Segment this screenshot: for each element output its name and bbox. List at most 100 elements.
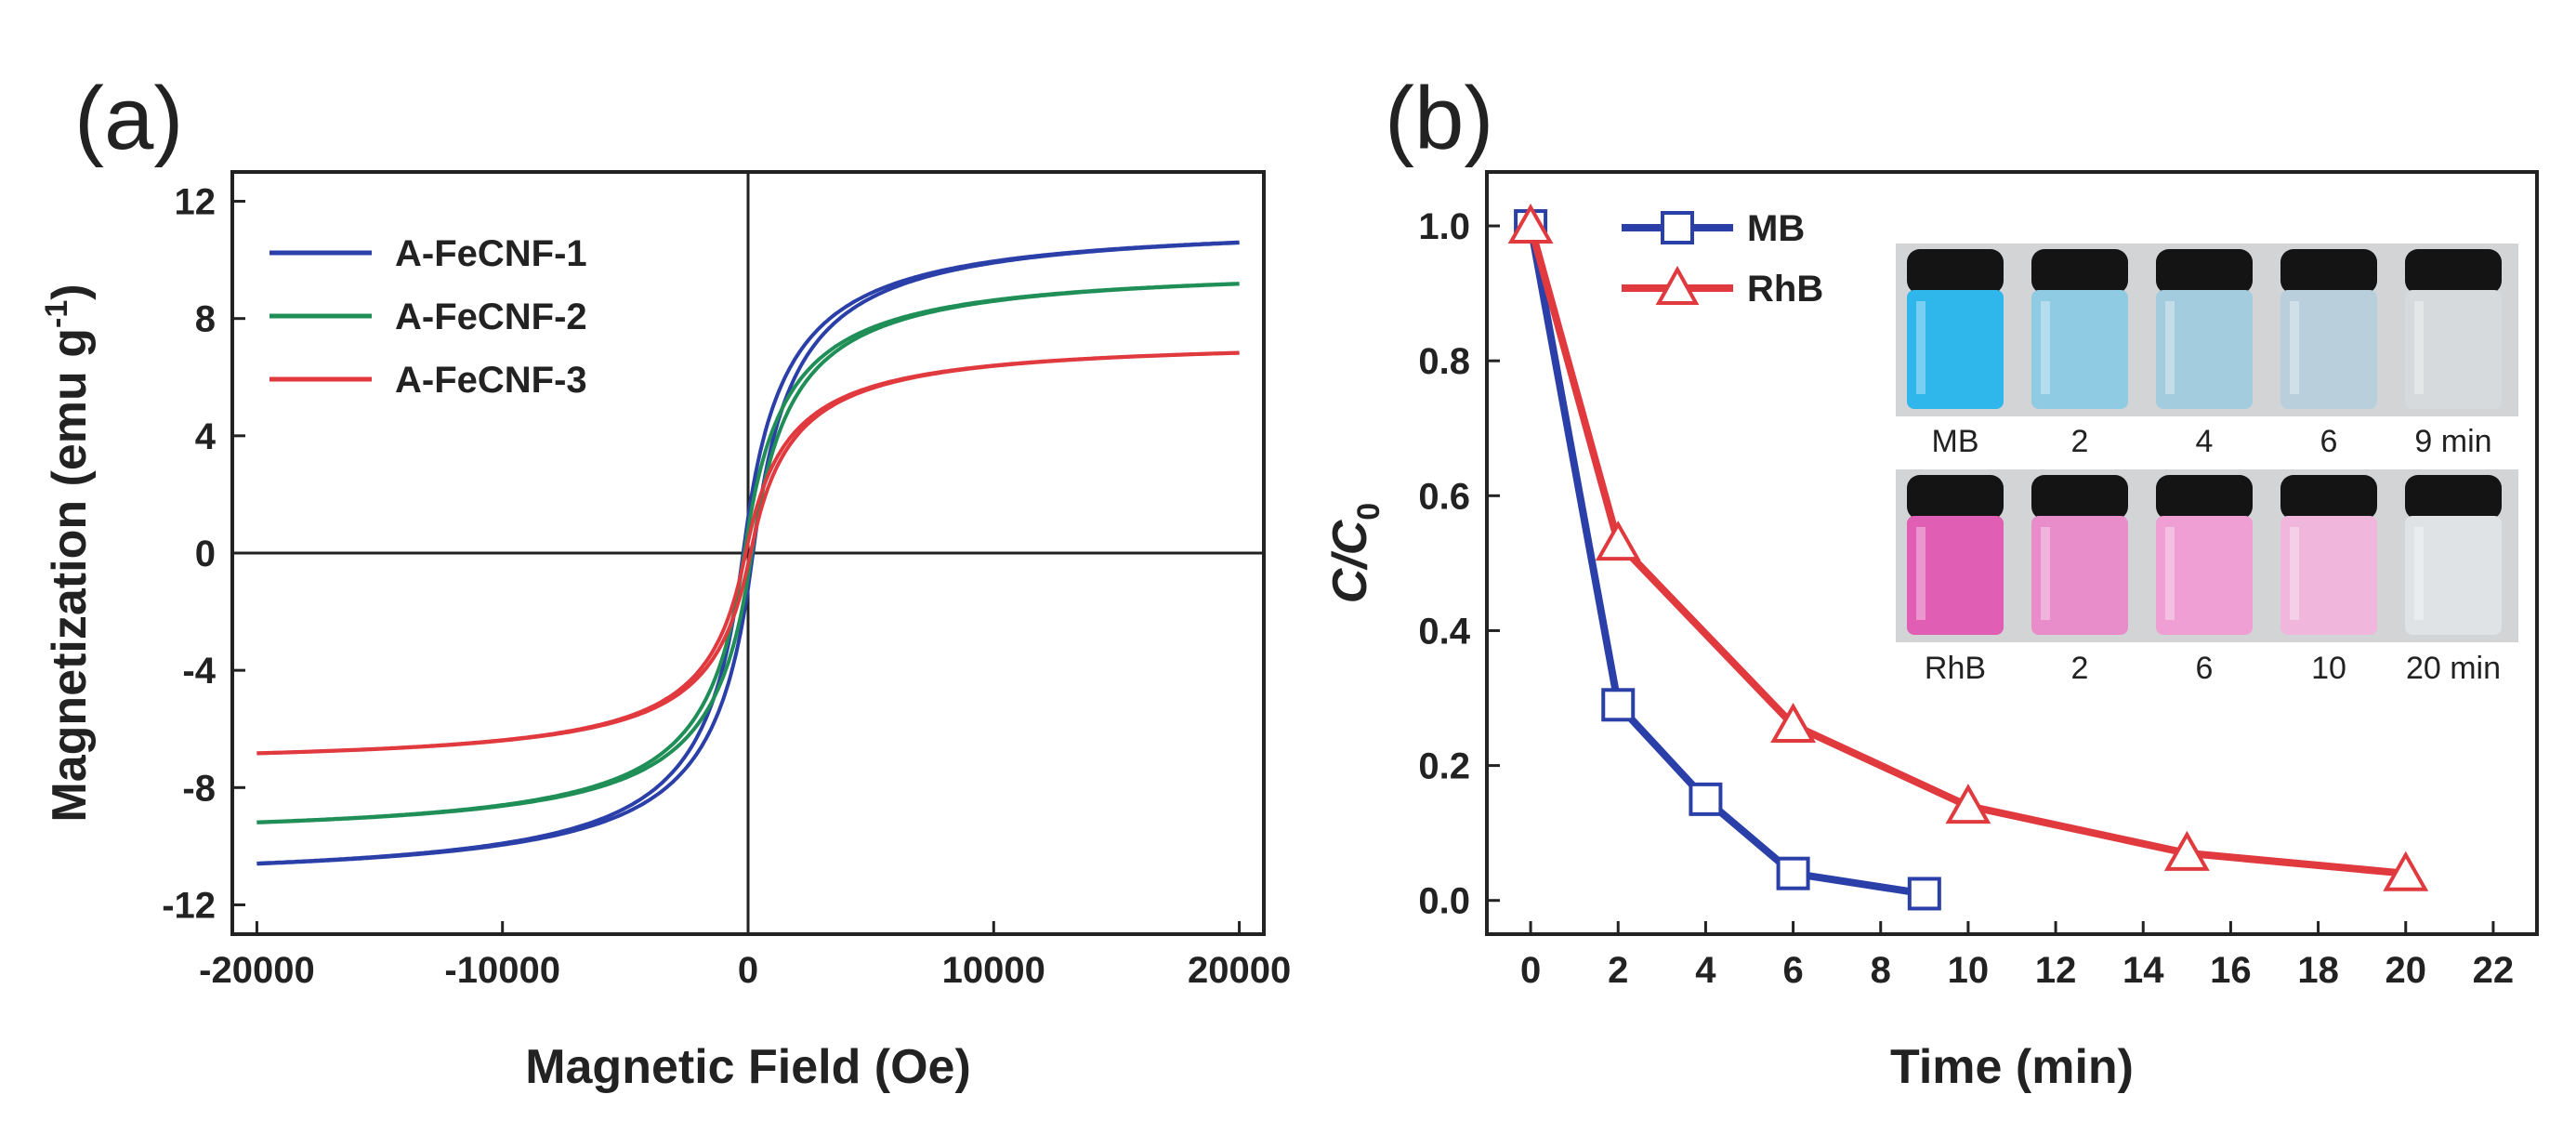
rhb-vial-label-4: 20 min (2406, 651, 2501, 686)
mb-vial-liquid-1 (2031, 290, 2128, 409)
point-rhb-3 (1945, 784, 1991, 824)
panel-b-legend: MB RhB (1622, 208, 1823, 310)
panel-a-y-axis-title-superscript: -1 (39, 300, 74, 328)
curve-a-fecnf-2-descending (256, 282, 1240, 824)
point-rhb-2 (1770, 702, 1817, 744)
point-mb-2 (1689, 782, 1723, 816)
panel-b-x-tick-label-3: 6 (1782, 950, 1803, 991)
panel-a-y-axis-title: Magnetization (emu g-1) (39, 284, 97, 822)
mb-vial-label-1: 2 (2071, 424, 2089, 459)
mb-vial-label-4: 9 min (2414, 424, 2491, 459)
panel-a-x-tick-label-2: 0 (738, 950, 758, 991)
mb-vial-liquid-2 (2156, 290, 2253, 409)
panel-b-plot-frame (1485, 170, 2539, 936)
point-rhb-1 (1595, 521, 1641, 561)
rhb-vial-label-1: 2 (2071, 651, 2089, 686)
legend-label-a-fecnf-3: A-FeCNF-3 (395, 360, 587, 401)
rhb-vial-liquid-1 (2031, 516, 2128, 635)
panel-a-x-tick-label-1: -10000 (444, 950, 560, 991)
rhb-vial-cap-4 (2405, 475, 2502, 520)
panel-a-zero-lines (232, 172, 1264, 934)
panel-a-y-ticks: -12 -8 -4 0 4 8 12 (162, 182, 245, 926)
rhb-vial-liquid-3 (2280, 516, 2377, 635)
panel-b-y-axis-title: C/C0 (1323, 503, 1387, 603)
panel-a-y-tick-label-2: -4 (182, 651, 216, 692)
mb-vial-cap-2 (2156, 249, 2253, 294)
panel-a-y-axis-title-close: ) (43, 284, 97, 299)
panel-b-x-ticks: 0 2 4 6 8 10 12 14 16 18 20 22 (1520, 921, 2514, 991)
panel-b-x-tick-label-8: 16 (2210, 950, 2252, 991)
rhb-vial-liquid-2 (2156, 516, 2253, 635)
rhb-vial-label-3: 10 (2311, 651, 2346, 686)
panel-a-y-tick-label-5: 8 (195, 299, 216, 340)
panel-a-x-tick-label-0: -20000 (199, 950, 315, 991)
legend-label-a-fecnf-1: A-FeCNF-1 (395, 233, 587, 274)
rhb-vial-label-0: RhB (1925, 651, 1986, 686)
point-mb-3 (1776, 856, 1810, 890)
mb-vial-glint-2 (2165, 301, 2175, 394)
rhb-vial-cap-0 (1907, 475, 2004, 520)
panel-b-y-tick-label-5: 1.0 (1418, 206, 1470, 247)
panel-a-x-tick-label-3: 10000 (942, 950, 1045, 991)
panel-a-x-ticks: -20000 -10000 0 10000 20000 (199, 921, 1291, 991)
panel-a-legend: A-FeCNF-1 A-FeCNF-2 A-FeCNF-3 (269, 233, 587, 401)
rhb-vial-glint-2 (2165, 527, 2175, 620)
mb-vial-liquid-4 (2405, 290, 2502, 409)
panel-b-x-axis-title: Time (min) (1890, 1040, 2134, 1094)
rhb-vials (1907, 475, 2502, 635)
mb-vial-cap-1 (2031, 249, 2128, 294)
panel-a-hysteresis-chart: (a) -20000 -10000 0 10000 20000 -12 -8 -4 0 4 8 12… (39, 69, 1291, 1094)
point-mb-1 (1601, 688, 1636, 722)
rhb-vial-cap-1 (2031, 475, 2128, 520)
series-line-mb (1527, 225, 1925, 898)
panel-b-x-tick-label-2: 4 (1695, 950, 1716, 991)
panel-b-y-axis-title-subscript: 0 (1351, 503, 1387, 521)
panel-b-x-tick-label-9: 18 (2297, 950, 2339, 991)
legend-marker-mb (1661, 211, 1694, 244)
legend-label-rhb: RhB (1747, 269, 1823, 310)
panel-b-x-tick-label-10: 20 (2385, 950, 2427, 991)
mb-vial-cap-0 (1907, 249, 2004, 294)
panel-b-y-tick-label-1: 0.2 (1418, 746, 1470, 787)
panel-a-y-tick-label-1: -8 (182, 768, 216, 809)
series-line-rhb (1527, 225, 2407, 877)
panel-a-x-tick-label-4: 20000 (1188, 950, 1291, 991)
panel-b-label: (b) (1385, 69, 1493, 168)
panel-b-x-tick-label-0: 0 (1520, 950, 1541, 991)
panel-a-curves (256, 240, 1240, 866)
panel-a-y-tick-label-3: 0 (195, 534, 216, 574)
panel-a-y-tick-label-4: 4 (195, 416, 217, 457)
panel-b-y-tick-label-2: 0.4 (1418, 611, 1470, 652)
vial-labels: MB 2 4 6 9 min RhB 2 6 10 20 min (1925, 424, 2501, 686)
panel-b-series (1507, 204, 2429, 911)
mb-vial-liquid-0 (1907, 290, 2004, 409)
panel-a-y-axis-title-main: Magnetization (emu g (43, 328, 97, 823)
panel-a-x-axis-title: Magnetic Field (Oe) (525, 1040, 971, 1094)
rhb-vial-liquid-4 (2405, 516, 2502, 635)
curve-a-fecnf-3-descending (256, 350, 1240, 756)
mb-vial-glint-3 (2290, 301, 2299, 394)
panel-b-y-tick-label-4: 0.8 (1418, 341, 1470, 382)
panel-b-x-tick-label-5: 10 (1948, 950, 1990, 991)
panel-b-degradation-chart: (b) MB 2 4 6 9 min RhB 2 6 10 20 min 0 2 4… (1323, 69, 2539, 1094)
rhb-vial-glint-3 (2290, 527, 2299, 620)
mb-vial-liquid-3 (2280, 290, 2377, 409)
rhb-vial-glint-1 (2041, 527, 2050, 620)
panel-b-x-tick-label-11: 22 (2473, 950, 2515, 991)
rhb-vial-glint-0 (1916, 527, 1925, 620)
panel-a-y-tick-label-0: -12 (162, 885, 216, 926)
point-rhb-5 (2383, 850, 2429, 891)
panel-b-y-tick-label-0: 0.0 (1418, 881, 1470, 922)
mb-vial-label-3: 6 (2320, 424, 2338, 459)
dye-vial-photo-insets: MB 2 4 6 9 min RhB 2 6 10 20 min (1896, 244, 2518, 686)
panel-b-x-tick-label-1: 2 (1608, 950, 1628, 991)
point-rhb-0 (1507, 204, 1554, 244)
mb-vial-glint-0 (1916, 301, 1925, 394)
mb-vial-cap-3 (2280, 249, 2377, 294)
mb-vial-glint-4 (2414, 301, 2424, 394)
rhb-vial-glint-4 (2414, 527, 2424, 620)
panel-b-y-ticks: 0.0 0.2 0.4 0.6 0.8 1.0 (1418, 206, 1500, 922)
panel-a-y-tick-label-6: 12 (175, 182, 217, 223)
mb-vials (1907, 249, 2502, 409)
